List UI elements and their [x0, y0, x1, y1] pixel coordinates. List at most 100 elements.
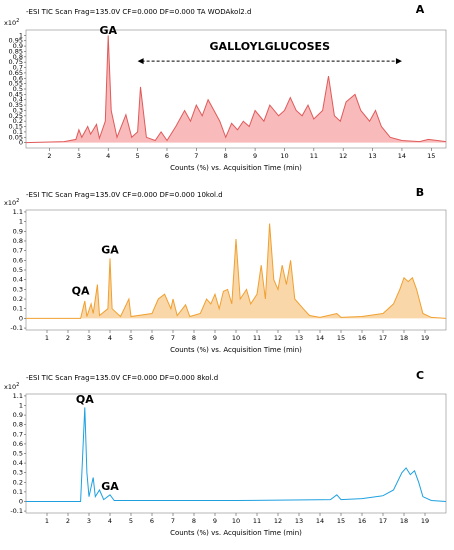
y-tick-label: 0 — [19, 139, 23, 147]
x-tick-label: 13 — [368, 152, 376, 160]
y-tick-label: 1 — [19, 31, 23, 39]
y-tick-label: 0.6 — [13, 440, 23, 448]
y-tick-label: 0.2 — [13, 295, 23, 303]
y-tick-label: 0.9 — [13, 227, 23, 235]
x-tick-label: 6 — [150, 517, 154, 525]
y-tick-label: 0.3 — [13, 469, 23, 477]
peak-annotation: GA — [99, 24, 117, 37]
x-tick-label: 9 — [213, 334, 217, 342]
panel-label: B — [416, 186, 424, 199]
x-tick-label: 15 — [337, 334, 345, 342]
y-tick-label: 0.4 — [13, 96, 23, 104]
y-tick-label: -0.1 — [10, 324, 23, 332]
y-scale-base: x10 — [4, 383, 16, 391]
x-tick-label: 19 — [421, 517, 429, 525]
panel-title: -ESI TIC Scan Frag=135.0V CF=0.000 DF=0.… — [26, 191, 223, 199]
y-tick-label: 0.1 — [13, 128, 23, 136]
x-tick-label: 11 — [310, 152, 318, 160]
y-tick-label: 0.1 — [13, 305, 23, 313]
x-tick-label: 10 — [280, 152, 288, 160]
y-tick-label: 1 — [19, 218, 23, 226]
x-tick-label: 8 — [192, 517, 196, 525]
y-tick-label: 0.4 — [13, 276, 23, 284]
panel-label: C — [416, 369, 424, 382]
y-tick-label: 0.05 — [9, 133, 23, 141]
x-tick-label: 2 — [66, 334, 70, 342]
y-tick-label: 0.3 — [13, 285, 23, 293]
x-tick-label: 18 — [400, 334, 408, 342]
x-tick-label: 2 — [66, 517, 70, 525]
x-tick-label: 6 — [150, 334, 154, 342]
x-tick-label: 7 — [171, 517, 175, 525]
x-tick-label: 16 — [358, 517, 366, 525]
y-tick-label: 1.1 — [13, 208, 23, 216]
peak-annotation: GA — [101, 244, 119, 257]
trace-line — [26, 223, 447, 319]
y-tick-label: 0.4 — [13, 459, 23, 467]
x-tick-label: 9 — [253, 152, 257, 160]
x-tick-label: 3 — [87, 334, 91, 342]
x-tick-label: 17 — [379, 334, 387, 342]
x-tick-label: 4 — [106, 152, 110, 160]
x-tick-label: 14 — [316, 334, 324, 342]
range-annotation: GALLOYLGLUCOSES — [210, 40, 331, 53]
y-tick-label: 0 — [19, 314, 23, 322]
y-tick-label: 0.6 — [13, 256, 23, 264]
trace-line — [26, 407, 447, 502]
x-tick-label: 14 — [316, 517, 324, 525]
y-scale: x102 — [4, 198, 19, 208]
y-tick-label: 0.7 — [13, 247, 23, 255]
y-scale: x102 — [4, 382, 19, 392]
y-tick-label: 0.8 — [13, 53, 23, 61]
y-tick-label: 0.3 — [13, 106, 23, 114]
x-axis-label: Counts (%) vs. Acquisition Time (min) — [170, 346, 302, 354]
y-tick-label: 0 — [19, 497, 23, 505]
x-tick-label: 18 — [400, 517, 408, 525]
x-tick-label: 4 — [108, 517, 112, 525]
x-tick-label: 17 — [379, 517, 387, 525]
x-axis-label: Counts (%) vs. Acquisition Time (min) — [170, 164, 302, 172]
x-tick-label: 5 — [136, 152, 140, 160]
x-tick-label: 1 — [45, 334, 49, 342]
x-tick-label: 15 — [337, 517, 345, 525]
y-tick-label: 0.6 — [13, 74, 23, 82]
y-tick-label: 0.2 — [13, 478, 23, 486]
y-tick-label: 0.9 — [13, 411, 23, 419]
y-tick-label: 0.65 — [9, 69, 23, 77]
x-tick-label: 1 — [45, 517, 49, 525]
peak-annotation: QA — [72, 284, 90, 297]
y-tick-label: 0.8 — [13, 421, 23, 429]
y-tick-label: 0.8 — [13, 237, 23, 245]
x-tick-label: 13 — [295, 334, 303, 342]
x-tick-label: 8 — [192, 334, 196, 342]
x-tick-label: 15 — [427, 152, 435, 160]
x-tick-label: 10 — [232, 517, 240, 525]
y-tick-label: 0.2 — [13, 117, 23, 125]
x-tick-label: 7 — [194, 152, 198, 160]
panel-title: -ESI TIC Scan Frag=135.0V CF=0.000 DF=0.… — [26, 8, 251, 16]
x-tick-label: 10 — [232, 334, 240, 342]
x-tick-label: 6 — [165, 152, 169, 160]
trace-area — [26, 223, 446, 319]
x-tick-label: 11 — [253, 334, 261, 342]
y-tick-label: 0.15 — [9, 123, 23, 131]
y-tick-label: 1 — [19, 402, 23, 410]
y-tick-label: 0.7 — [13, 64, 23, 72]
panel-title: -ESI TIC Scan Frag=135.0V CF=0.000 DF=0.… — [26, 374, 218, 382]
y-tick-label: 0.85 — [9, 47, 23, 55]
arrow-head — [395, 58, 402, 65]
x-tick-label: 11 — [253, 517, 261, 525]
x-axis-label: Counts (%) vs. Acquisition Time (min) — [170, 529, 302, 537]
peak-annotation: QA — [76, 393, 94, 406]
x-tick-label: 12 — [274, 334, 282, 342]
y-tick-label: 0.5 — [13, 450, 23, 458]
y-tick-label: 0.45 — [9, 90, 23, 98]
y-tick-label: 0.5 — [13, 85, 23, 93]
x-tick-label: 3 — [87, 517, 91, 525]
x-tick-label: 9 — [213, 517, 217, 525]
peak-annotation: GA — [101, 480, 119, 493]
y-tick-label: -0.1 — [10, 507, 23, 515]
y-tick-label: 0.7 — [13, 430, 23, 438]
y-tick-label: 0.95 — [9, 37, 23, 45]
